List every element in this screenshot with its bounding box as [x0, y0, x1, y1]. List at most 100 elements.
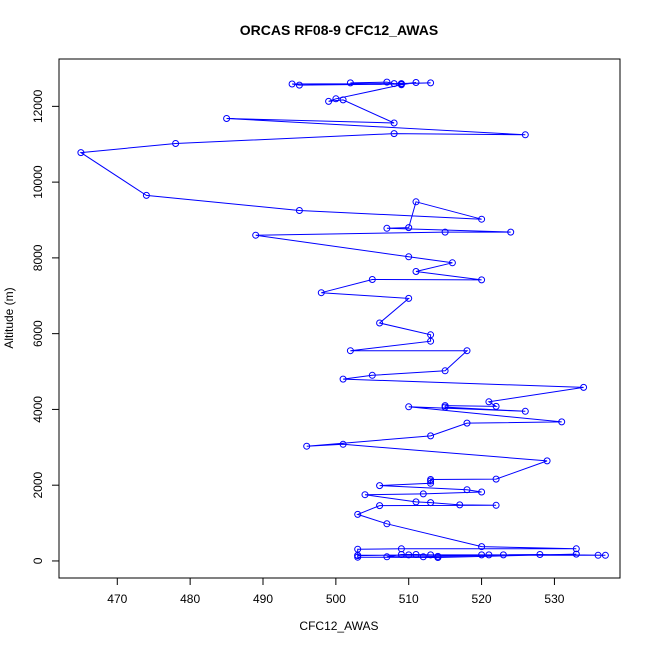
- data-point: [499, 551, 507, 559]
- data-point: [536, 551, 544, 558]
- data-point: [376, 502, 384, 510]
- data-point: [492, 501, 500, 509]
- data-point: [419, 553, 427, 561]
- data-point: [346, 79, 354, 87]
- x-tick-label: 480: [180, 592, 200, 606]
- data-point: [390, 130, 398, 138]
- plot-frame: [58, 58, 621, 579]
- y-axis: 0 2000 4000 6000 8000 10000 12000: [31, 89, 59, 564]
- data-point: [412, 198, 420, 206]
- data-point: [339, 440, 347, 448]
- data-point: [376, 482, 384, 490]
- x-tick-label: 490: [253, 592, 273, 606]
- data-point: [448, 259, 456, 267]
- data-point: [383, 78, 391, 86]
- data-point: [492, 402, 500, 410]
- data-point: [485, 551, 493, 559]
- data-point: [427, 551, 435, 559]
- data-point: [594, 551, 602, 559]
- data-point: [405, 403, 413, 411]
- data-point: [390, 80, 398, 88]
- data-point: [390, 119, 398, 127]
- data-point: [558, 418, 566, 426]
- data-point: [223, 115, 231, 122]
- data-point: [427, 479, 435, 487]
- data-point: [478, 215, 486, 223]
- data-point: [463, 486, 471, 494]
- x-tick-label: 520: [472, 592, 492, 606]
- data-point: [478, 551, 486, 559]
- data-point: [405, 551, 413, 559]
- data-point: [325, 97, 333, 105]
- data-point: [478, 488, 486, 496]
- data-point: [77, 149, 85, 157]
- data-point: [543, 457, 551, 465]
- data-point: [317, 289, 325, 297]
- y-tick-label: 10000: [31, 165, 45, 199]
- data-point: [252, 231, 260, 239]
- x-axis: 470 480 490 500 510 520 530: [107, 578, 565, 606]
- data-point: [463, 419, 471, 427]
- x-tick-label: 470: [107, 592, 127, 606]
- data-point: [354, 553, 362, 561]
- x-axis-label: CFC12_AWAS: [299, 619, 378, 633]
- data-point: [441, 228, 449, 236]
- data-point: [572, 550, 580, 558]
- data-point: [295, 81, 303, 89]
- data-point: [427, 79, 435, 87]
- data-point: [354, 510, 362, 518]
- x-tick-label: 530: [544, 592, 564, 606]
- data-point: [383, 520, 391, 528]
- x-tick-label: 510: [399, 592, 419, 606]
- data-point: [601, 551, 609, 559]
- data-point: [419, 490, 427, 498]
- y-tick-label: 0: [31, 557, 45, 564]
- series-line: [79, 81, 606, 559]
- data-point: [485, 398, 493, 406]
- data-point: [383, 224, 391, 232]
- data-point: [397, 81, 405, 89]
- data-point: [412, 268, 420, 275]
- data-point: [492, 475, 500, 483]
- data-point: [405, 294, 413, 302]
- data-point: [427, 499, 435, 507]
- data-point: [361, 491, 369, 499]
- data-point: [383, 553, 391, 561]
- data-point: [339, 375, 347, 383]
- series: [77, 78, 609, 561]
- data-point: [434, 554, 442, 561]
- data-point: [295, 207, 303, 214]
- data-point: [478, 543, 486, 551]
- data-point: [339, 96, 347, 104]
- data-point: [368, 276, 376, 283]
- data-point: [521, 131, 529, 139]
- data-point: [405, 253, 413, 261]
- data-point: [376, 319, 384, 327]
- data-point: [288, 80, 296, 88]
- data-point: [412, 551, 420, 558]
- y-tick-label: 2000: [31, 472, 45, 499]
- data-point: [441, 367, 449, 375]
- data-point: [456, 501, 464, 509]
- data-point: [441, 403, 449, 411]
- data-point: [427, 337, 435, 345]
- data-point: [572, 545, 580, 553]
- data-point: [397, 551, 405, 558]
- data-point: [368, 371, 376, 379]
- data-point: [412, 498, 420, 506]
- data-point: [405, 224, 413, 232]
- data-point: [142, 191, 150, 199]
- y-tick-label: 8000: [31, 244, 45, 271]
- data-point: [478, 276, 486, 284]
- data-point: [427, 477, 435, 485]
- data-point: [580, 383, 588, 391]
- y-axis-label: Altitude (m): [2, 287, 16, 348]
- y-tick-label: 6000: [31, 320, 45, 347]
- data-point: [412, 79, 420, 86]
- data-point: [332, 95, 340, 103]
- data-point: [303, 442, 311, 450]
- chart-title: ORCAS RF08-9 CFC12_AWAS: [240, 22, 438, 38]
- data-point: [507, 228, 515, 236]
- y-tick-label: 4000: [31, 396, 45, 423]
